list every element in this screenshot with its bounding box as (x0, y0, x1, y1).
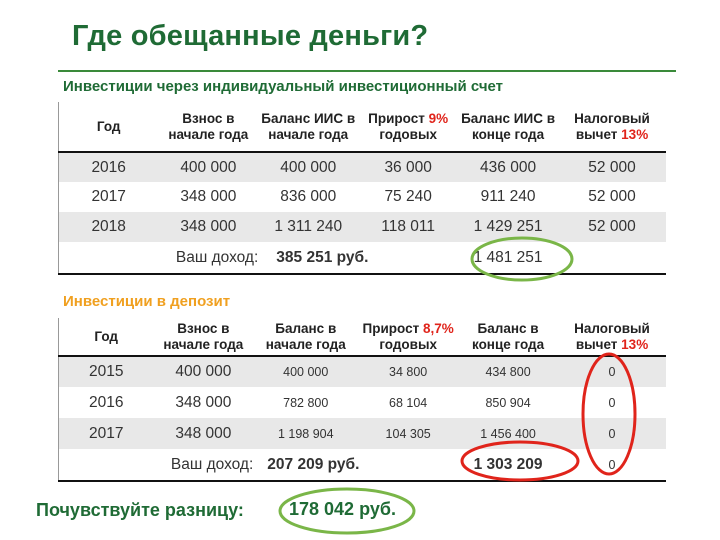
title-divider (58, 70, 676, 72)
iis-header-growth: Прирост 9% годовых (358, 102, 459, 153)
table-row: 2015 400 000 400 000 34 800 434 800 0 (58, 356, 666, 387)
deposit-income-row: Ваш доход: 207 209 руб. 1 303 209 0 (59, 449, 667, 481)
table-row: 2017 348 000 1 198 904 104 305 1 456 400… (58, 418, 666, 449)
iis-cell-balance-start: 836 000 (280, 188, 337, 205)
table-row: 2018 348 000 1 311 240 118 011 1 429 251… (58, 212, 666, 242)
iis-cell-contribution: 348 000 (180, 188, 237, 205)
iis-cell-year: 2018 (58, 212, 159, 242)
deposit-cell-growth: 104 305 (358, 418, 459, 449)
iis-cell-tax: 52 000 (558, 212, 666, 242)
deposit-table: Год Взнос в начале года Баланс в начале … (58, 318, 666, 482)
difference-label: Почувствуйте разницу: (36, 500, 244, 520)
page-title: Где обещанные деньги? (72, 20, 429, 52)
iis-cell-contribution: 348 000 (158, 212, 259, 242)
deposit-growth-prefix: Прирост (362, 320, 423, 336)
iis-cell-balance-start: 1 311 240 (258, 212, 359, 242)
deposit-cell-balance-start: 782 800 (283, 395, 329, 410)
deposit-cell-tax: 0 (608, 395, 616, 410)
deposit-tax-rate: 13% (621, 336, 649, 352)
difference-value: 178 042 руб. (289, 499, 396, 519)
deposit-header-contribution: Взнос в начале года (153, 318, 254, 357)
iis-header-row: Год Взнос в начале года Баланс ИИС в нач… (58, 102, 666, 153)
iis-cell-balance-end: 436 000 (458, 152, 559, 182)
iis-income-empty (558, 242, 666, 274)
iis-growth-prefix: Прирост (368, 110, 429, 126)
deposit-cell-year: 2016 (88, 393, 124, 411)
deposit-header-year: Год (58, 318, 154, 357)
deposit-growth-suffix: годовых (379, 336, 437, 352)
deposit-header-growth: Прирост 8,7% годовых (358, 318, 459, 357)
iis-cell-growth: 36 000 (358, 152, 459, 182)
iis-section-title: Инвестиции через индивидуальный инвестиц… (63, 78, 504, 95)
deposit-growth-rate: 8,7% (422, 320, 454, 336)
iis-header-year: Год (58, 102, 159, 153)
deposit-cell-contribution: 400 000 (153, 356, 254, 387)
iis-cell-year: 2017 (91, 188, 126, 205)
iis-income-value: 385 251 руб. (276, 248, 369, 266)
iis-cell-growth: 118 011 (358, 212, 459, 242)
deposit-cell-balance-start: 400 000 (253, 356, 359, 387)
iis-cell-growth: 75 240 (384, 188, 432, 205)
deposit-income-value: 207 209 руб. (267, 455, 360, 473)
iis-cell-balance-end: 1 429 251 (458, 212, 559, 242)
deposit-cell-growth: 34 800 (358, 356, 459, 387)
deposit-income-tax: 0 (608, 457, 616, 472)
deposit-income-label: Ваш доход: (170, 455, 254, 473)
deposit-cell-contribution: 348 000 (175, 393, 232, 411)
deposit-cell-tax: 0 (558, 356, 666, 387)
iis-cell-tax: 52 000 (588, 188, 636, 205)
deposit-section-title: Инвестиции в депозит (63, 293, 231, 310)
iis-header-contribution: Взнос в начале года (158, 102, 259, 153)
iis-header-balance-start: Баланс ИИС в начале года (258, 102, 359, 153)
iis-growth-rate: 9% (428, 110, 449, 126)
deposit-cell-growth: 68 104 (389, 395, 428, 410)
deposit-cell-balance-end: 434 800 (458, 356, 559, 387)
iis-cell-year: 2016 (58, 152, 159, 182)
table-row: 2016 400 000 400 000 36 000 436 000 52 0… (58, 152, 666, 182)
deposit-header-row: Год Взнос в начале года Баланс в начале … (58, 318, 666, 357)
deposit-cell-contribution: 348 000 (153, 418, 254, 449)
deposit-header-balance-end: Баланс в конце года (458, 318, 559, 357)
deposit-cell-balance-start: 1 198 904 (253, 418, 359, 449)
table-row: 2016 348 000 782 800 68 104 850 904 0 (59, 387, 667, 418)
deposit-header-tax: Налоговый вычет 13% (558, 318, 666, 357)
iis-tax-prefix: Налоговый вычет (574, 110, 650, 142)
iis-cell-tax: 52 000 (558, 152, 666, 182)
deposit-cell-balance-end: 850 904 (485, 395, 531, 410)
iis-tax-rate: 13% (621, 126, 649, 142)
iis-cell-contribution: 400 000 (158, 152, 259, 182)
iis-income-label: Ваш доход: (175, 248, 259, 266)
deposit-tax-prefix: Налоговый вычет (574, 320, 650, 352)
iis-header-tax: Налоговый вычет 13% (558, 102, 666, 153)
table-row: 2017 348 000 836 000 75 240 911 240 52 0… (59, 182, 667, 212)
deposit-header-balance-start: Баланс в начале года (253, 318, 359, 357)
iis-header-balance-end: Баланс ИИС в конце года (458, 102, 559, 153)
iis-income-row: Ваш доход: 385 251 руб. 1 481 251 (59, 242, 667, 274)
iis-cell-balance-start: 400 000 (258, 152, 359, 182)
deposit-income-balance: 1 303 209 (473, 455, 543, 473)
iis-growth-suffix: годовых (379, 126, 437, 142)
deposit-cell-tax: 0 (558, 418, 666, 449)
iis-cell-balance-end: 911 240 (480, 188, 536, 205)
deposit-cell-balance-end: 1 456 400 (458, 418, 559, 449)
deposit-cell-year: 2017 (58, 418, 154, 449)
deposit-cell-year: 2015 (58, 356, 154, 387)
iis-income-balance: 1 481 251 (473, 248, 543, 266)
iis-table: Год Взнос в начале года Баланс ИИС в нач… (58, 102, 666, 275)
